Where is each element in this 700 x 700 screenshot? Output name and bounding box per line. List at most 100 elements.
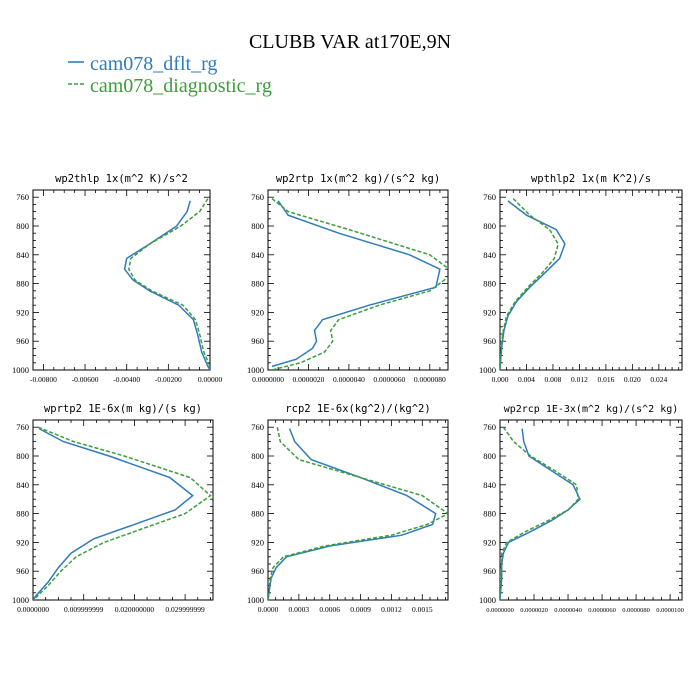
y-tick-label: 800: [251, 451, 264, 461]
panel-title: rcp2 1E-6x(kg^2)/(kg^2): [285, 403, 430, 415]
x-tick-label: 0.0000000: [17, 605, 49, 614]
series-line-diagnostic: [268, 427, 448, 600]
panel-title: wpthlp2 1x(m K^2)/s: [531, 173, 651, 185]
panel-1: wp2thlp 1x(m^2 K)/s^2 760 800 840 880 920 960 1…: [12, 173, 222, 384]
series-line-diagnostic: [128, 198, 210, 370]
y-tick-label: 1000: [12, 595, 29, 605]
x-tick-label: 0.0000: [258, 605, 279, 614]
series-line-dflt: [268, 428, 437, 600]
y-tick-label: 760: [483, 192, 496, 202]
y-tick-label: 760: [16, 192, 29, 202]
x-tick-label: 0.0000040: [554, 607, 582, 614]
x-tick-label: -0.00400: [113, 375, 140, 384]
x-tick-label: 0.020000000: [115, 605, 155, 614]
y-tick-label: 880: [251, 279, 264, 289]
x-tick-label: 0.0000080: [622, 607, 650, 614]
series-line-dflt: [33, 427, 194, 600]
series-line-dflt: [123, 200, 210, 370]
y-tick-label: 960: [251, 566, 264, 576]
x-tick-label: 0.000: [492, 375, 509, 384]
y-tick-label: 920: [251, 307, 264, 317]
y-tick-label: 920: [251, 537, 264, 547]
y-tick-label: 920: [16, 537, 29, 547]
x-tick-label: 0.012: [571, 375, 588, 384]
plot-frame: [499, 189, 683, 371]
x-tick-label: 0.0006: [319, 605, 340, 614]
panel-title: wprtp2 1E-6x(m kg)/(s kg): [44, 403, 202, 415]
y-tick-label: 800: [16, 451, 29, 461]
x-tick-label: 0.0003: [289, 605, 310, 614]
y-tick-label: 800: [483, 221, 496, 231]
x-tick-label: 0.016: [597, 375, 614, 384]
y-tick-label: 960: [16, 336, 29, 346]
y-tick-label: 1000: [479, 595, 496, 605]
x-tick-label: 0.004: [518, 375, 535, 384]
x-tick-label: -0.00800: [30, 375, 57, 384]
panel-5: rcp2 1E-6x(kg^2)/(kg^2) 760 800 840 880 920 96…: [247, 403, 449, 614]
y-tick-label: 880: [16, 279, 29, 289]
panel-title: wp2rcp 1E-3x(m^2 kg)/(s^2 kg): [504, 404, 679, 415]
y-tick-label: 760: [251, 422, 264, 432]
x-tick-label: 0.0000060: [373, 375, 405, 384]
figure-title: CLUBB VAR at170E,9N: [249, 31, 451, 53]
y-tick-label: 800: [251, 221, 264, 231]
x-tick-label: 0.024: [650, 375, 667, 384]
y-tick-label: 880: [251, 509, 264, 519]
y-tick-label: 800: [16, 221, 29, 231]
plot-frame: [32, 419, 214, 601]
x-tick-label: 0.0000060: [588, 607, 616, 614]
x-tick-label: 0.008: [545, 375, 562, 384]
legend-entry-0: cam078_dflt_rg: [90, 53, 217, 75]
panel-2: wp2rtp 1x(m^2 kg)/(s^2 kg) 760 800 840 880 92…: [247, 173, 449, 384]
legend-entry-1: cam078_diagnostic_rg: [90, 75, 272, 97]
plot-frame: [32, 189, 211, 371]
y-tick-label: 880: [483, 509, 496, 519]
plot-frame: [267, 189, 449, 371]
y-tick-label: 880: [16, 509, 29, 519]
series-line-diagnostic: [33, 426, 212, 600]
x-tick-label: 0.0009: [350, 605, 371, 614]
y-tick-label: 960: [251, 336, 264, 346]
panel-title: wp2rtp 1x(m^2 kg)/(s^2 kg): [276, 173, 440, 185]
x-tick-label: 0.0015: [412, 605, 433, 614]
y-tick-label: 760: [251, 192, 264, 202]
series-line-dflt: [500, 200, 566, 370]
y-tick-label: 840: [16, 250, 29, 260]
y-tick-label: 960: [483, 566, 496, 576]
y-tick-label: 1000: [12, 365, 29, 375]
y-tick-label: 960: [16, 566, 29, 576]
series-line-diagnostic: [500, 426, 579, 600]
panel-title: wp2thlp 1x(m^2 K)/s^2: [55, 173, 188, 185]
y-tick-label: 840: [251, 480, 264, 490]
y-tick-label: 800: [483, 451, 496, 461]
y-tick-label: 1000: [247, 365, 264, 375]
panel-6: wp2rcp 1E-3x(m^2 kg)/(s^2 kg) 760 800 840 88…: [479, 404, 684, 614]
series-line-diagnostic: [271, 198, 448, 370]
legend: cam078_dflt_rg cam078_diagnostic_rg: [68, 53, 272, 97]
x-tick-label: 0.0000100: [656, 607, 684, 614]
x-tick-label: 0.0000020: [520, 607, 548, 614]
y-tick-label: 920: [16, 307, 29, 317]
plot-frame: [267, 419, 449, 601]
x-tick-label: 0.020: [624, 375, 641, 384]
y-tick-label: 920: [483, 537, 496, 547]
x-tick-label: 0.029999999: [165, 605, 205, 614]
x-tick-label: 0.0000000: [252, 375, 284, 384]
plot-frame: [499, 419, 683, 601]
y-tick-label: 840: [251, 250, 264, 260]
panels: wp2thlp 1x(m^2 K)/s^2 760 800 840 880 920 960 1…: [12, 173, 684, 614]
x-tick-label: 0.0012: [381, 605, 402, 614]
y-tick-label: 840: [16, 480, 29, 490]
y-tick-label: 760: [16, 422, 29, 432]
x-tick-label: 0.00000: [198, 375, 223, 384]
y-tick-label: 960: [483, 336, 496, 346]
y-tick-label: 840: [483, 480, 496, 490]
y-tick-label: 760: [483, 422, 496, 432]
y-tick-label: 880: [483, 279, 496, 289]
x-tick-label: 0.0000040: [333, 375, 365, 384]
series-line-dflt: [271, 200, 441, 368]
y-tick-label: 840: [483, 250, 496, 260]
y-tick-label: 1000: [247, 595, 264, 605]
series-line-dflt: [500, 428, 581, 600]
